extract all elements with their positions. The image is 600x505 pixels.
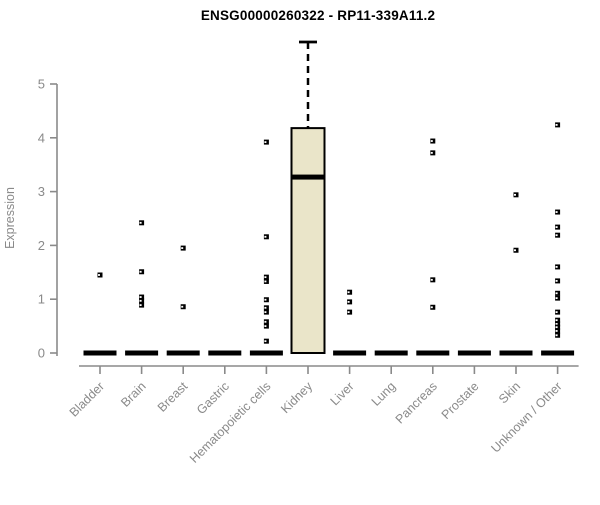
flat-box-0: [83, 350, 117, 356]
x-tick-label: Unknown / Other: [488, 379, 564, 455]
flat-box-11: [541, 350, 575, 356]
outlier-point-center: [555, 330, 558, 332]
box-5: [290, 127, 326, 354]
outlier-point-center: [264, 298, 267, 301]
outlier-point-center: [555, 297, 558, 300]
outlier-point-center: [264, 280, 267, 283]
y-tick-label: 0: [38, 346, 45, 361]
outlier-point-center: [555, 234, 558, 237]
x-tick-label: Liver: [328, 379, 357, 408]
outlier-point-center: [264, 306, 267, 309]
x-tick-label: Kidney: [278, 379, 315, 416]
x-tick-label: Hematopoietic cells: [187, 379, 274, 466]
outlier-point-center: [430, 278, 433, 281]
y-tick-label: 2: [38, 238, 45, 253]
x-tick-label: Lung: [369, 379, 399, 409]
outlier-point-center: [514, 193, 516, 196]
flat-box-6: [333, 350, 367, 356]
y-tick-label: 4: [38, 130, 45, 145]
outlier-point-center: [139, 221, 142, 224]
outlier-point-center: [347, 300, 350, 303]
outlier-point-center: [555, 334, 558, 337]
outlier-point-center: [555, 226, 558, 229]
outlier-point-center: [264, 311, 267, 314]
outlier-point-center: [139, 296, 142, 298]
chart-title: ENSG00000260322 - RP11-339A11.2: [200, 8, 436, 23]
flat-box-9: [457, 350, 491, 356]
x-tick-label: Prostate: [439, 379, 482, 422]
outlier-point-center: [555, 292, 558, 295]
outlier-point-center: [139, 299, 142, 302]
outlier-point-center: [264, 340, 267, 343]
outlier-point-center: [514, 249, 516, 252]
outlier-point-center: [555, 319, 558, 322]
x-tick-label: Gastric: [194, 379, 232, 417]
outlier-point-center: [555, 211, 558, 213]
outlier-point-center: [347, 291, 350, 294]
outlier-point-center: [181, 305, 184, 308]
outlier-point-center: [430, 151, 433, 154]
flat-box-1: [125, 350, 159, 356]
y-tick-label: 1: [38, 292, 45, 307]
y-tick-label: 3: [38, 184, 45, 199]
x-tick-label: Pancreas: [393, 379, 440, 426]
outlier-point-center: [139, 270, 142, 273]
outlier-point-center: [264, 235, 267, 238]
x-tick-label: Breast: [155, 379, 191, 415]
x-tick-label: Bladder: [67, 379, 107, 419]
flat-box-3: [208, 350, 242, 356]
outlier-point-center: [555, 123, 558, 126]
y-axis-title: Expression: [3, 187, 17, 249]
flat-box-2: [166, 350, 200, 356]
outlier-point-center: [98, 274, 100, 276]
outlier-point-center: [264, 141, 267, 144]
outlier-point-center: [181, 247, 184, 249]
outlier-point-center: [430, 306, 433, 309]
outlier-point-center: [430, 140, 433, 142]
outlier-point-center: [555, 280, 558, 282]
outlier-point-center: [264, 320, 267, 323]
x-tick-label: Skin: [496, 379, 523, 406]
outlier-point-center: [555, 326, 558, 329]
outlier-point-center: [264, 276, 267, 279]
outlier-point-center: [347, 311, 350, 314]
outlier-point-center: [555, 266, 558, 268]
y-tick-label: 5: [38, 77, 45, 92]
outlier-point-center: [555, 311, 558, 314]
median-line: [291, 174, 325, 180]
outlier-point-center: [139, 304, 142, 307]
outlier-point-center: [555, 323, 558, 325]
flat-box-8: [416, 350, 450, 356]
flat-box-10: [499, 350, 533, 356]
flat-box-4: [249, 350, 283, 356]
x-tick-label: Brain: [118, 379, 149, 410]
outlier-point-center: [264, 325, 267, 327]
flat-box-7: [374, 350, 408, 356]
